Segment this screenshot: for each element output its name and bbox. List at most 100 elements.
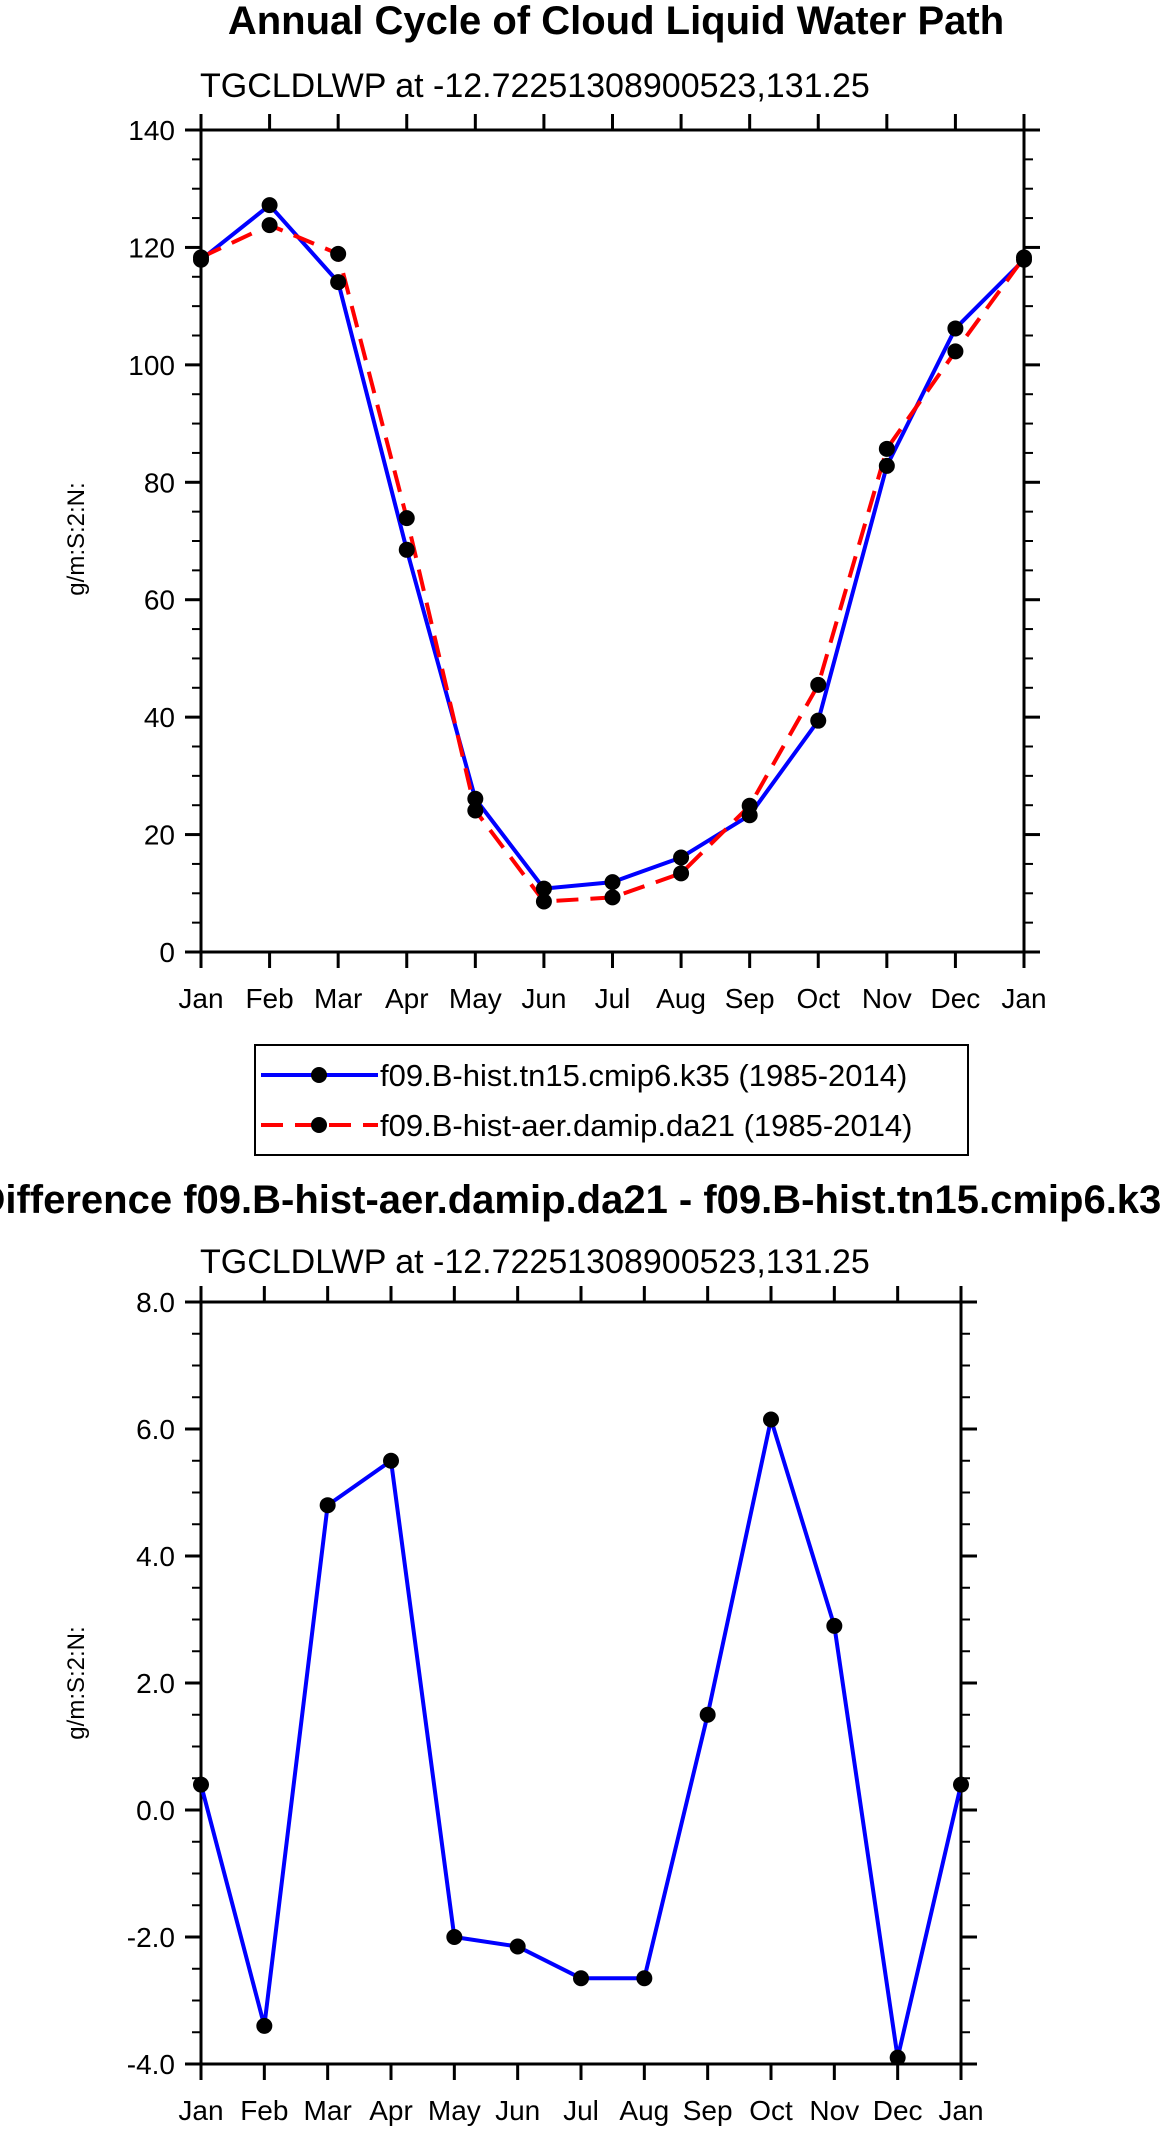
x-tick-label: Feb (245, 983, 293, 1014)
y-tick-label: 8.0 (136, 1287, 175, 1318)
chart-title: Annual Cycle of Cloud Liquid Water Path (228, 0, 1004, 43)
y-tick-label: 0.0 (136, 1795, 175, 1826)
x-tick-label: May (428, 2095, 481, 2126)
x-tick-label: Aug (619, 2095, 669, 2126)
y-tick-label: 0 (159, 937, 175, 968)
data-point-series-1 (535, 880, 552, 897)
y-axis-label: g/m:S:2:N: (63, 1626, 90, 1739)
x-tick-label: Mar (304, 2095, 352, 2126)
x-tick-label: Oct (796, 983, 840, 1014)
data-point-series-2 (947, 343, 964, 360)
data-point-series-1 (947, 320, 964, 337)
series-line-1 (199, 203, 1026, 891)
x-tick-label: Sep (683, 2095, 733, 2126)
y-tick-label: 4.0 (136, 1541, 175, 1572)
x-tick-label: Jan (938, 2095, 983, 2126)
x-tick-label: Jun (495, 2095, 540, 2126)
axis-ticks (185, 114, 1040, 968)
legend-marker-series-1 (311, 1067, 327, 1083)
plot-frame (199, 1300, 963, 2066)
data-point-series-1 (193, 1776, 209, 1793)
legend-marker-series-2 (311, 1117, 327, 1133)
y-tick-label: 40 (144, 702, 175, 733)
x-tick-label: Jul (595, 983, 631, 1014)
x-tick-label: Apr (385, 983, 429, 1014)
series-layer (193, 1411, 969, 2066)
data-point-series-2 (467, 802, 484, 819)
x-tick-label: Nov (862, 983, 912, 1014)
x-tick-label: Jan (1001, 983, 1046, 1014)
data-point-series-1 (699, 1706, 716, 1723)
x-tick-label: Feb (240, 2095, 288, 2126)
plot-frame (199, 128, 1026, 954)
x-tick-label: Sep (725, 983, 775, 1014)
data-point-series-1 (953, 1776, 969, 1793)
y-tick-label: 6.0 (136, 1414, 175, 1445)
x-tick-labels: Jan Feb Mar Apr May Jun Jul Aug Sep Oct Nov Dec Jan (178, 2095, 983, 2126)
axis-ticks (185, 1286, 977, 2080)
data-point-series-1 (604, 874, 621, 891)
y-tick-label: 2.0 (136, 1668, 175, 1699)
data-point-series-2 (1016, 249, 1032, 266)
data-point-series-1 (673, 849, 690, 866)
x-tick-label: Jan (178, 2095, 223, 2126)
data-point-series-1 (261, 197, 278, 214)
data-point-series-2 (261, 217, 278, 234)
data-point-series-1 (509, 1938, 526, 1955)
data-point-series-2 (878, 440, 895, 457)
data-point-series-2 (810, 676, 827, 693)
annual-cycle-chart: Annual Cycle of Cloud Liquid Water Path … (63, 0, 1047, 1014)
x-tick-label: Dec (931, 983, 981, 1014)
data-point-series-1 (383, 1452, 399, 1469)
series-line-1 (199, 1417, 963, 2060)
series-layer (193, 197, 1032, 910)
x-tick-label: Nov (809, 2095, 859, 2126)
data-point-series-1 (446, 1929, 463, 1945)
data-point-series-1 (319, 1497, 336, 1514)
y-tick-labels: 0 20 40 60 80 100 120 140 (128, 115, 175, 968)
data-point-series-2 (535, 893, 552, 910)
data-point-series-2 (741, 797, 758, 814)
chart-subtitle: TGCLDLWP at -12.72251308900523,131.25 (200, 1243, 870, 1281)
legend-label-series-2: f09.B-hist-aer.damip.da21 (1985-2014) (380, 1108, 913, 1143)
data-point-series-1 (826, 1617, 843, 1634)
x-tick-label: Oct (749, 2095, 793, 2126)
y-tick-labels: -4.0 -2.0 0.0 2.0 4.0 6.0 8.0 (127, 1287, 175, 2080)
y-tick-label: -4.0 (127, 2049, 175, 2080)
x-tick-label: Jun (521, 983, 566, 1014)
difference-chart: Difference f09.B-hist-aer.damip.da21 - f… (0, 1178, 1161, 2126)
data-point-series-1 (330, 274, 347, 291)
y-tick-label: 20 (144, 820, 175, 851)
y-axis-label: g/m:S:2:N: (63, 482, 90, 595)
data-point-series-2 (604, 889, 621, 906)
chart-subtitle: TGCLDLWP at -12.72251308900523,131.25 (200, 67, 870, 105)
y-tick-label: 80 (144, 467, 175, 498)
data-point-series-1 (636, 1970, 653, 1987)
data-point-series-1 (889, 2049, 906, 2066)
data-point-series-2 (330, 245, 347, 262)
x-tick-label: Aug (656, 983, 706, 1014)
data-point-series-1 (256, 2017, 273, 2034)
x-tick-label: Mar (314, 983, 362, 1014)
data-point-series-2 (398, 510, 415, 527)
data-point-series-1 (878, 457, 895, 474)
y-tick-label: 60 (144, 585, 175, 616)
x-tick-label: Dec (873, 2095, 923, 2126)
y-tick-label: 120 (128, 232, 175, 263)
data-point-series-1 (763, 1411, 779, 1428)
chart-title: Difference f09.B-hist-aer.damip.da21 - f… (0, 1178, 1161, 1222)
x-tick-label: Jul (563, 2095, 599, 2126)
x-tick-label: Apr (369, 2095, 413, 2126)
x-tick-label: May (449, 983, 502, 1014)
legend-box (254, 1044, 969, 1156)
legend-label-series-1: f09.B-hist.tn15.cmip6.k35 (1985-2014) (380, 1058, 907, 1093)
y-tick-label: -2.0 (127, 1922, 175, 1953)
y-tick-label: 140 (128, 115, 175, 146)
x-tick-labels: Jan Feb Mar Apr May Jun Jul Aug Sep Oct Nov Dec Jan (178, 983, 1046, 1014)
x-tick-label: Jan (178, 983, 223, 1014)
data-point-series-2 (673, 865, 690, 882)
data-point-series-1 (467, 790, 484, 807)
legend: f09.B-hist.tn15.cmip6.k35 (1985-2014) f0… (254, 1044, 969, 1156)
data-point-series-1 (573, 1970, 589, 1987)
